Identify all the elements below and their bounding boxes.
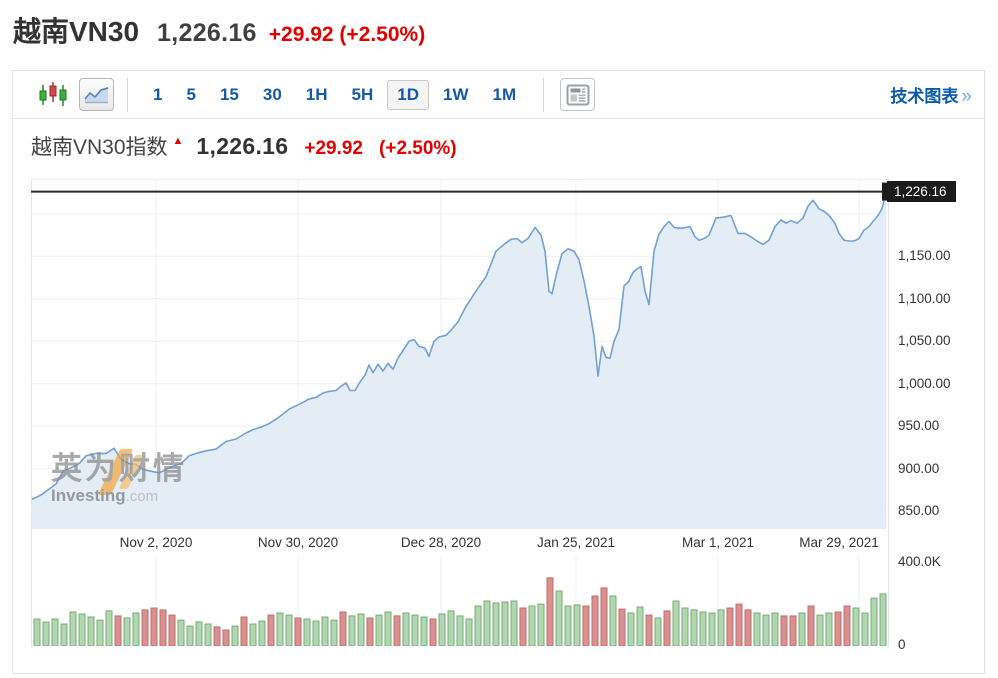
x-axis-label: Dec 28, 2020: [400, 535, 482, 550]
y-axis-label: 1,100.00: [898, 290, 951, 306]
page-title: 越南VN30: [13, 16, 140, 47]
technical-chart-label: 技术图表: [890, 86, 959, 106]
news-icon-button[interactable]: [560, 78, 596, 111]
price-up-arrow-icon: ▲: [172, 135, 184, 147]
volume-axis-max-label: 400.0K: [898, 554, 941, 569]
toolbar-divider: [127, 77, 128, 112]
chart-toolbar: 1 5 15 30 1H 5H 1D 1W 1M: [13, 71, 984, 119]
y-axis-label: 1,050.00: [898, 333, 951, 349]
y-axis-label: 1,000.00: [898, 375, 951, 391]
interval-button-1h[interactable]: 1H: [305, 84, 328, 104]
chart-title: 越南VN30指数: [31, 136, 168, 159]
interval-group: 1 5 15 30 1H 5H 1D 1W 1M: [143, 79, 530, 110]
interval-button-30[interactable]: 30: [262, 84, 282, 104]
double-arrow-icon: »: [961, 85, 972, 107]
y-axis-label: 850.00: [898, 503, 940, 519]
x-axis-label: Jan 25, 2021: [536, 535, 616, 550]
x-axis-label: Mar 29, 2021: [799, 535, 879, 550]
interval-button-5[interactable]: 5: [186, 84, 196, 104]
candlestick-chart-icon[interactable]: [37, 81, 69, 109]
interval-button-5h[interactable]: 5H: [351, 84, 374, 104]
header-last-price: 1,226.16: [157, 19, 257, 47]
watermark-domain: .com: [125, 488, 159, 505]
watermark-brand: Investing: [51, 486, 126, 505]
x-axis-label: Nov 30, 2020: [257, 535, 339, 550]
y-axis-label: 1,150.00: [898, 248, 951, 264]
interval-button-1m[interactable]: 1M: [492, 84, 517, 104]
instrument-header: 越南VN30 1,226.16 +29.92 (+2.50%): [13, 10, 425, 50]
technical-chart-link[interactable]: 技术图表»: [890, 82, 972, 108]
chart-widget: 1 5 15 30 1H 5H 1D 1W 1M: [12, 70, 985, 674]
volume-axis-zero-label: 0: [898, 637, 906, 652]
watermark: 英为财情 Investing.com: [51, 449, 187, 506]
interval-button-15[interactable]: 15: [219, 84, 239, 104]
plot-frame: [31, 179, 889, 647]
watermark-cn-text: 英为财情: [51, 451, 187, 486]
toolbar-divider: [543, 77, 545, 112]
y-axis-label: 900.00: [898, 460, 940, 476]
chart-title-row: 越南VN30指数 ▲ 1,226.16 +29.92 (+2.50%): [31, 131, 457, 161]
volume-chart-canvas[interactable]: [31, 556, 887, 646]
line-chart-glyph: [84, 87, 109, 104]
line-chart-icon[interactable]: [79, 78, 114, 111]
header-change: +29.92 (+2.50%): [268, 23, 426, 46]
price-chart-canvas[interactable]: [31, 179, 887, 529]
chart-last-price: 1,226.16: [196, 133, 289, 159]
interval-button-1d[interactable]: 1D: [387, 79, 429, 110]
interval-button-1w[interactable]: 1W: [442, 84, 469, 104]
candlestick-glyph: [39, 82, 67, 106]
chart-change: +29.92: [304, 138, 364, 159]
interval-button-1[interactable]: 1: [153, 84, 163, 104]
x-axis-label: Nov 2, 2020: [119, 535, 193, 550]
chart-change-percent: (+2.50%): [379, 138, 457, 159]
current-price-label: 1,226.16: [887, 181, 956, 203]
news-icon: [566, 84, 590, 105]
watermark-en-text: Investing.com: [51, 486, 187, 506]
y-axis-label: 950.00: [898, 418, 940, 434]
x-axis-label: Mar 1, 2021: [681, 535, 755, 550]
